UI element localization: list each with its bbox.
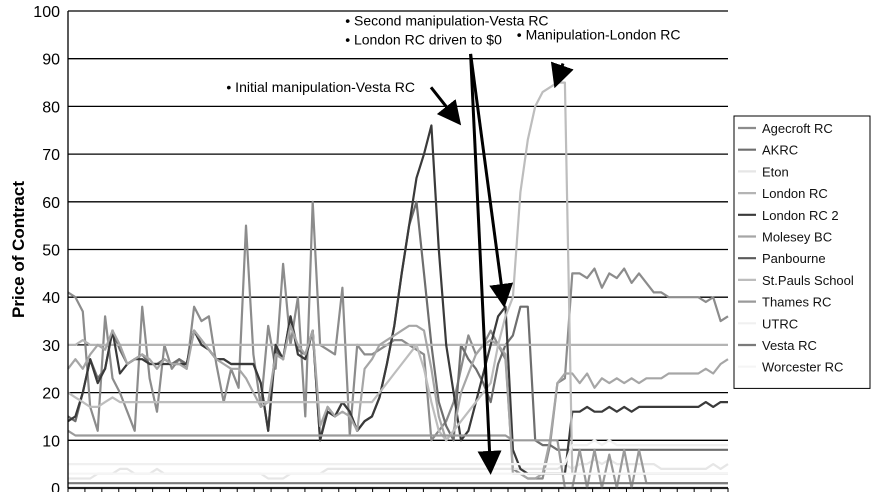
legend-label: Worcester RC xyxy=(762,360,843,375)
legend-label: Panbourne xyxy=(762,251,826,266)
annotations: • Initial manipulation-Vesta RC • Second … xyxy=(226,12,681,475)
y-tick-label: 100 xyxy=(33,4,60,21)
y-tick-label: 80 xyxy=(42,99,60,116)
y-tick-label: 10 xyxy=(42,433,60,450)
y-tick-label: 40 xyxy=(42,290,60,307)
y-tick-label: 30 xyxy=(42,338,60,355)
legend-label: Vesta RC xyxy=(762,338,817,353)
y-tick-label: 90 xyxy=(42,52,60,69)
y-tick-label: 0 xyxy=(51,481,60,492)
series-line xyxy=(67,324,729,480)
annotation-label: • Second manipulation-Vesta RC xyxy=(345,12,548,28)
legend: Agecroft RC AKRC Eton London RC London RC 2 M… xyxy=(733,115,871,389)
annotation-label: • London RC driven to $0 xyxy=(345,31,502,47)
legend-box xyxy=(733,115,871,389)
y-tick-label: 60 xyxy=(42,195,60,212)
annotation-arrow xyxy=(429,86,462,126)
y-tick-label: 70 xyxy=(42,147,60,164)
legend-label: London RC 2 xyxy=(762,208,839,223)
annotation-arrow xyxy=(550,61,574,89)
axes xyxy=(67,11,729,492)
legend-label: Eton xyxy=(762,164,789,179)
legend-label: Thames RC xyxy=(762,295,831,310)
gridlines xyxy=(68,10,728,489)
annotation-label: • Initial manipulation-Vesta RC xyxy=(226,79,415,95)
annotation-label: • Manipulation-London RC xyxy=(517,27,681,43)
y-tick-labels: 0 10 20 30 40 50 60 70 80 90 100 xyxy=(33,4,60,492)
legend-label: Agecroft RC xyxy=(762,121,833,136)
legend-label: AKRC xyxy=(762,143,798,158)
legend-label: UTRC xyxy=(762,316,798,331)
legend-label: London RC xyxy=(762,186,828,201)
series-line xyxy=(68,439,728,466)
y-axis-label: Price of Contract xyxy=(9,181,28,318)
legend-label: St.Pauls School xyxy=(762,273,854,288)
series-line xyxy=(67,429,728,490)
annotation-arrow xyxy=(469,53,514,308)
y-tick-label: 50 xyxy=(42,243,60,260)
legend-label: Molesey BC xyxy=(762,230,832,245)
annotation-arrow xyxy=(469,53,502,475)
series-line xyxy=(68,339,728,346)
y-tick-label: 20 xyxy=(42,386,60,403)
